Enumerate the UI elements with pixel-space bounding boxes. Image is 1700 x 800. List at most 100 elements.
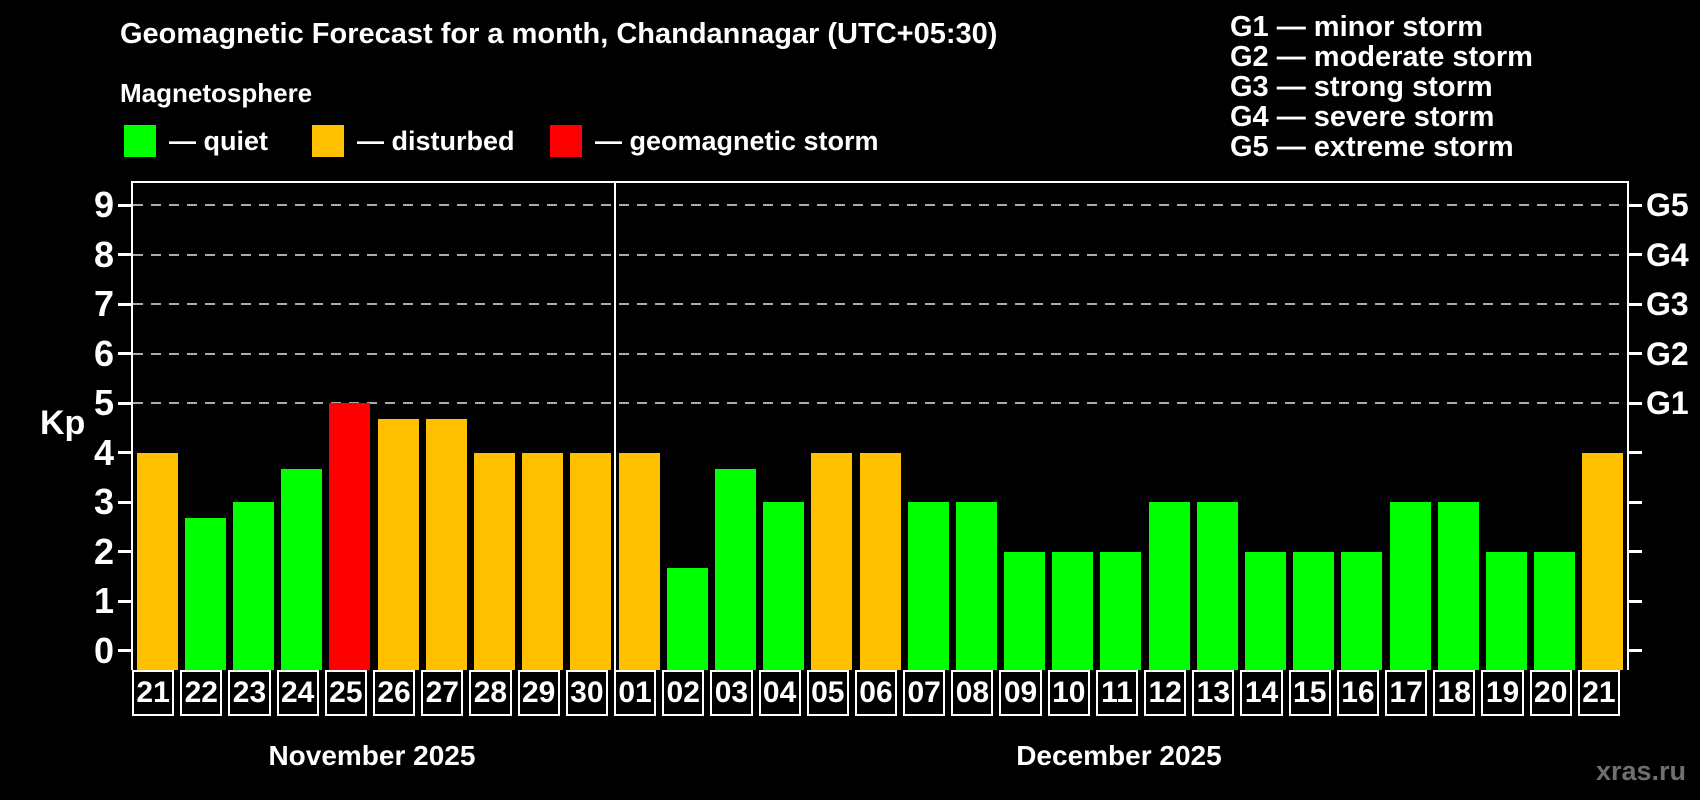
y-axis-tick-left (118, 649, 131, 652)
kp-bar-day-22 (184, 518, 226, 670)
date-cell: 27 (421, 670, 464, 716)
g1-legend-line: G1 — minor storm (1230, 11, 1483, 43)
grid-line-kp8 (133, 253, 1627, 256)
date-cell: 20 (1529, 670, 1572, 716)
g-level-label-g4: G4 (1646, 236, 1689, 273)
y-axis-tick-right (1629, 599, 1642, 603)
kp-bar-day-16 (1341, 551, 1383, 670)
legend-item-storm: — geomagnetic storm (550, 125, 879, 157)
grid-line-kp5 (133, 402, 1627, 404)
kp-bar-day-28 (473, 452, 515, 670)
y-axis-tick-left (118, 500, 131, 504)
y-tick-label: 6 (93, 332, 114, 374)
disturbed-label: — disturbed (357, 125, 515, 156)
date-cell: 17 (1385, 670, 1428, 716)
g-level-label-g2: G2 (1646, 335, 1689, 372)
y-tick-label: 4 (93, 431, 114, 473)
date-cell: 15 (1288, 670, 1331, 716)
kp-bar-day-23 (232, 502, 274, 670)
kp-bar-day-12 (1148, 502, 1190, 670)
y-axis-tick-right (1629, 550, 1642, 553)
kp-bar-day-06 (859, 452, 901, 670)
g4-legend-line: G4 — severe storm (1230, 101, 1495, 133)
kp-bar-day-27 (425, 419, 467, 670)
date-cell: 23 (228, 670, 271, 716)
kp-bar-day-24 (281, 468, 323, 670)
y-tick-label: 2 (93, 530, 114, 572)
grid-line-kp6 (133, 352, 1627, 355)
y-axis-title: Kp (40, 404, 86, 442)
g-level-label-g3: G3 (1646, 286, 1689, 322)
kp-bar-day-03 (714, 468, 756, 670)
kp-bar-day-13 (1196, 502, 1238, 670)
kp-bar-day-09 (1004, 551, 1046, 670)
date-cell: 07 (903, 670, 946, 716)
kp-bar-day-01 (618, 452, 660, 670)
y-axis-tick-right (1629, 401, 1642, 405)
kp-bar-day-15 (1293, 551, 1335, 670)
y-tick-label: 8 (93, 233, 114, 275)
kp-bar-day-21 (136, 452, 178, 670)
magnetosphere-label: Magnetosphere (120, 78, 313, 108)
y-axis-tick-left (118, 401, 131, 405)
kp-bar-day-14 (1245, 551, 1287, 670)
quiet-label: — quiet (169, 125, 268, 156)
y-axis-tick-left (118, 203, 131, 207)
grid-line-kp7 (133, 303, 1627, 305)
y-axis-tick-left (118, 451, 131, 454)
month-label-november: November 2025 (268, 740, 476, 771)
kp-bar-day-20 (1534, 551, 1576, 670)
date-cell: 24 (276, 670, 319, 716)
month-label-december: December 2025 (1016, 740, 1222, 771)
kp-bar-day-05 (811, 452, 853, 670)
kp-bar-day-29 (522, 452, 564, 670)
watermark: xras.ru (1595, 756, 1686, 786)
grid-line-kp9 (133, 204, 1627, 206)
legend-item-quiet: — quiet (124, 125, 268, 157)
date-cell: 10 (1047, 670, 1090, 716)
month-separator-line (613, 183, 616, 670)
g5-legend-line: G5 — extreme storm (1230, 131, 1514, 163)
date-cell: 05 (806, 670, 849, 716)
date-cell: 29 (517, 670, 560, 716)
month-labels: November 2025 December 2025 (131, 740, 1625, 780)
y-axis-tick-right (1629, 352, 1642, 355)
kp-bar-day-08 (955, 502, 997, 670)
date-axis: 21 22 23 24 25 26 27 28 29 30 01 02 03 04 05 06 07 08 09 10… (131, 670, 1625, 717)
date-cell: 12 (1144, 670, 1187, 716)
storm-label: — geomagnetic storm (595, 125, 879, 156)
kp-bar-day-07 (907, 502, 949, 670)
y-axis-tick-left (118, 302, 131, 306)
date-cell: 18 (1433, 670, 1476, 716)
kp-bar-day-18 (1437, 502, 1479, 670)
date-cell: 14 (1240, 670, 1283, 716)
date-cell: 25 (324, 670, 367, 716)
g-level-label-g5: G5 (1646, 187, 1689, 223)
kp-bar-day-30 (570, 452, 612, 670)
kp-bar-day-17 (1389, 502, 1431, 670)
date-cell: 03 (710, 670, 753, 716)
kp-bar-day-26 (377, 419, 419, 670)
y-axis-tick-right (1629, 451, 1642, 454)
kp-bar-day-10 (1052, 551, 1094, 670)
date-cell: 06 (854, 670, 898, 716)
y-axis-tick-right (1629, 253, 1642, 256)
kp-bar-day-21 (1582, 452, 1624, 670)
g2-legend-line: G2 — moderate storm (1230, 41, 1533, 73)
y-tick-label: 9 (93, 184, 114, 225)
y-axis-tick-left (118, 352, 131, 355)
date-cell: 30 (565, 670, 608, 716)
plot-area: 0 1 2 3 4 5 6 7 8 9 G1 G2 G3 G4 G5 (94, 181, 1689, 671)
date-cell: 26 (372, 670, 416, 716)
date-cell: 01 (613, 670, 657, 716)
g-level-label-g1: G1 (1646, 385, 1689, 421)
kp-bar-day-11 (1100, 551, 1142, 670)
date-cell: 16 (1336, 670, 1380, 716)
y-axis-tick-right (1629, 649, 1642, 652)
date-cell: 22 (180, 670, 223, 716)
date-cell: 19 (1481, 670, 1524, 716)
kp-bar-day-19 (1486, 551, 1528, 670)
y-tick-label: 7 (93, 283, 114, 324)
y-axis-tick-right (1629, 500, 1642, 504)
